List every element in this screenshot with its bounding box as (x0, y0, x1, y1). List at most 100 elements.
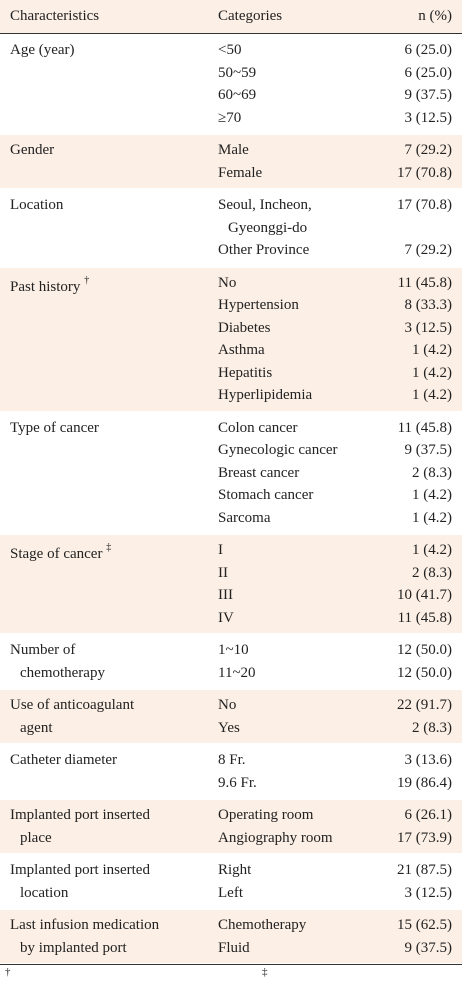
count: 2 (8.3) (412, 464, 452, 481)
category: Female (218, 164, 263, 181)
count: 10 (41.7) (397, 587, 452, 603)
group-band (0, 267, 462, 411)
count: 17 (70.8) (397, 197, 452, 213)
count: 9 (37.5) (404, 939, 453, 956)
group-band (0, 800, 462, 853)
category: Gynecologic cancer (218, 442, 338, 458)
group-band (0, 690, 462, 743)
characteristic: Implanted port inserted (10, 807, 150, 823)
characteristic: location (20, 884, 69, 901)
footnote: † (5, 966, 11, 978)
characteristic: chemotherapy (20, 664, 105, 681)
count: 9 (37.5) (404, 442, 453, 458)
count: 19 (86.4) (397, 774, 452, 791)
count: 9 (37.5) (404, 87, 453, 103)
count: 12 (50.0) (397, 664, 452, 681)
group-band (0, 135, 462, 188)
footnote: ‡ (262, 966, 268, 978)
header-cell: Characteristics (10, 8, 100, 24)
category: 50~59 (218, 64, 257, 81)
bottom-rule (0, 964, 462, 965)
category: 60~69 (218, 87, 257, 103)
count: 8 (33.3) (404, 297, 453, 313)
header-rule (0, 33, 462, 34)
category: Hepatitis (218, 364, 273, 381)
category: Asthma (218, 342, 265, 358)
category: Hypertension (218, 297, 299, 313)
category: Sarcoma (218, 509, 271, 526)
category: Hyperlipidemia (218, 387, 313, 403)
category: Male (218, 142, 249, 158)
category: <50 (218, 42, 242, 58)
header-cell: Categories (218, 8, 283, 24)
count: 7 (29.2) (404, 242, 453, 258)
count: 1 (4.2) (412, 487, 452, 503)
category: Left (218, 884, 243, 901)
group-band (0, 535, 462, 633)
category: ≥70 (218, 109, 242, 126)
category: 1~10 (218, 642, 249, 658)
category: III (218, 587, 233, 603)
characteristic: Catheter diameter (10, 752, 118, 768)
characteristic: Age (year) (10, 42, 75, 58)
count: 3 (13.6) (404, 752, 453, 768)
characteristic: Past history † (10, 274, 90, 295)
category: 11~20 (218, 664, 256, 681)
count: 6 (26.1) (404, 807, 453, 823)
count: 6 (25.0) (404, 42, 453, 58)
category: Stomach cancer (218, 487, 314, 503)
category: Colon cancer (218, 419, 298, 436)
category: Operating room (218, 807, 314, 823)
category: Diabetes (218, 319, 271, 336)
count: 6 (25.0) (404, 64, 453, 81)
header-band (0, 0, 462, 33)
category: Right (218, 862, 252, 878)
count: 17 (70.8) (397, 164, 452, 181)
category: Chemotherapy (218, 917, 307, 933)
characteristic: Use of anticoagulant (10, 697, 135, 713)
footnote-marker: † (84, 274, 90, 286)
count: 11 (45.8) (397, 274, 452, 291)
count: 22 (91.7) (397, 697, 452, 713)
characteristic: Gender (10, 142, 55, 158)
count: 1 (4.2) (412, 387, 452, 403)
category: Yes (218, 719, 240, 736)
category: No (218, 697, 237, 713)
characteristic: Last infusion medication (10, 917, 160, 933)
category: I (218, 542, 223, 558)
category: Other Province (218, 242, 310, 258)
count: 21 (87.5) (397, 862, 452, 878)
category: Fluid (218, 939, 250, 956)
count: 3 (12.5) (404, 319, 453, 336)
count: 1 (4.2) (412, 509, 452, 526)
characteristic: Stage of cancer ‡ (10, 542, 112, 562)
count: 2 (8.3) (412, 564, 452, 581)
category: Breast cancer (218, 464, 300, 481)
characteristic: agent (20, 719, 53, 736)
header-cell: n (%) (418, 8, 452, 24)
count: 3 (12.5) (404, 109, 453, 126)
category: II (218, 564, 228, 581)
count: 3 (12.5) (404, 884, 453, 901)
count: 17 (73.9) (397, 829, 452, 846)
count: 1 (4.2) (412, 342, 452, 358)
category: Seoul, Incheon, (218, 197, 312, 213)
count: 1 (4.2) (412, 542, 452, 558)
count: 7 (29.2) (404, 142, 453, 158)
category: Gyeonggi-do (228, 219, 308, 236)
count: 1 (4.2) (412, 364, 452, 381)
characteristic: Location (10, 197, 64, 213)
count: 2 (8.3) (412, 719, 452, 736)
characteristic: Type of cancer (10, 419, 99, 436)
group-band (0, 910, 462, 963)
characteristic: Number of (10, 642, 76, 658)
category: 8 Fr. (218, 752, 246, 768)
count: 15 (62.5) (397, 917, 452, 933)
characteristic: Implanted port inserted (10, 862, 150, 878)
characteristic: place (20, 829, 52, 846)
category: Angiography room (218, 829, 333, 846)
count: 11 (45.8) (397, 609, 452, 626)
category: 9.6 Fr. (218, 774, 257, 791)
characteristic: by implanted port (20, 939, 127, 956)
